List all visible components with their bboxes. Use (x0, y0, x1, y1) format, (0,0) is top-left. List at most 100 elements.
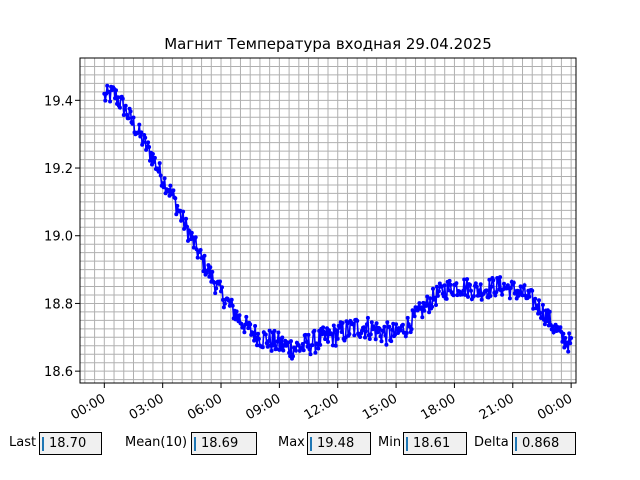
data-point (304, 340, 309, 344)
data-point (411, 310, 416, 315)
data-point (420, 315, 425, 320)
data-point (561, 331, 566, 336)
data-point (266, 339, 271, 343)
data-point (347, 332, 352, 336)
stat-min-value: 18.61 (413, 436, 451, 451)
data-point (202, 253, 207, 258)
data-point (221, 305, 226, 310)
x-tick-label: 18:00 (418, 391, 458, 423)
data-point (496, 278, 501, 283)
data-point (237, 313, 242, 318)
data-point (363, 329, 368, 334)
data-point (464, 285, 469, 290)
data-point (189, 230, 194, 235)
data-point (276, 330, 281, 335)
data-point (191, 245, 196, 250)
data-point (252, 338, 257, 343)
data-point (239, 321, 244, 326)
grid-lines (80, 58, 576, 383)
data-point (379, 339, 384, 344)
data-point (174, 212, 179, 217)
data-point (246, 326, 251, 331)
data-point (281, 348, 286, 353)
stat-min-field[interactable]: 18.61 (403, 432, 467, 455)
data-point (313, 350, 318, 355)
data-point (289, 339, 293, 344)
y-tick-label: 19.4 (44, 94, 73, 109)
data-point (364, 322, 369, 327)
data-point (126, 116, 131, 121)
data-point (339, 330, 344, 334)
data-point (360, 328, 364, 333)
data-point (121, 113, 126, 117)
data-point (117, 105, 122, 110)
data-point (398, 328, 403, 333)
data-point (351, 321, 356, 326)
data-point (114, 88, 118, 93)
x-tick-label: 09:00 (243, 391, 283, 423)
data-point (377, 326, 382, 331)
data-point (146, 140, 151, 145)
data-point (334, 328, 339, 333)
data-point (308, 352, 313, 357)
data-point (287, 350, 292, 355)
data-point (123, 103, 128, 108)
data-point (124, 112, 129, 117)
stat-delta-value: 0.868 (522, 436, 560, 451)
data-point (403, 334, 408, 339)
data-point (186, 238, 190, 243)
data-point (318, 342, 323, 347)
data-point (158, 173, 163, 178)
data-point (390, 327, 395, 332)
stat-last-field[interactable]: 18.70 (39, 432, 102, 455)
stat-delta-field[interactable]: 0.868 (512, 432, 576, 455)
data-point (256, 336, 261, 341)
text-cursor-icon (406, 437, 408, 451)
data-point (394, 322, 399, 327)
data-point (242, 330, 247, 335)
data-point (400, 322, 405, 327)
data-point (473, 281, 478, 286)
data-point (358, 335, 363, 339)
data-point (530, 288, 535, 293)
data-point (141, 140, 146, 145)
data-point (248, 322, 253, 327)
stat-mean-label: Mean(10) (125, 435, 188, 450)
data-point (469, 288, 473, 293)
data-point (284, 343, 289, 348)
stat-mean-field[interactable]: 18.69 (191, 432, 257, 455)
stat-min: Min 18.61 (378, 431, 470, 457)
data-point (198, 248, 203, 252)
stat-max-label: Max (278, 435, 305, 450)
stat-max-field[interactable]: 19.48 (307, 432, 371, 455)
data-point (324, 332, 329, 336)
data-point (447, 278, 452, 283)
data-point (437, 281, 442, 286)
data-point (511, 280, 516, 285)
data-point (147, 145, 152, 149)
data-point (436, 289, 441, 294)
data-point (430, 304, 435, 309)
data-point (275, 339, 280, 344)
data-point (185, 224, 189, 229)
data-point (316, 346, 321, 351)
data-point (327, 328, 331, 333)
y-tick-label: 18.8 (44, 297, 73, 312)
data-point (372, 326, 377, 331)
data-point (131, 115, 136, 120)
data-point (138, 134, 143, 139)
data-point (494, 290, 499, 295)
data-point (451, 293, 456, 298)
stat-min-label: Min (378, 435, 402, 450)
data-point (446, 288, 451, 293)
data-point (267, 328, 272, 333)
data-point (365, 315, 370, 320)
data-point (508, 286, 513, 290)
stat-last-label: Last (9, 435, 37, 450)
data-point (122, 107, 127, 112)
y-tick-label: 19.2 (44, 162, 73, 177)
data-point (488, 294, 493, 298)
stat-delta-label: Delta (474, 435, 509, 450)
data-point (229, 297, 234, 302)
plot-area-frame (79, 57, 577, 384)
